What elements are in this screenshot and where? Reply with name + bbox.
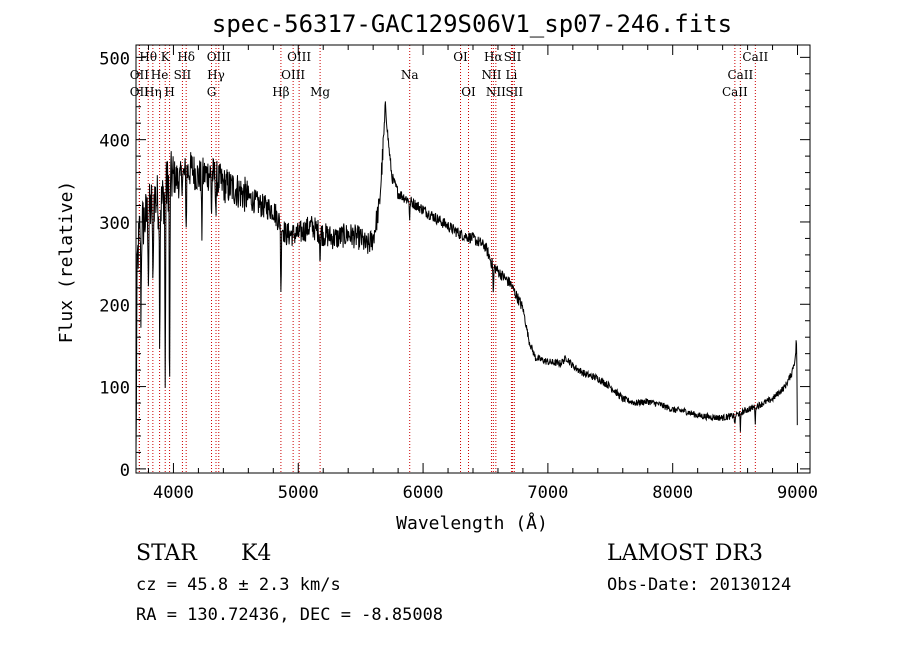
x-tick-label: 9000 [777,483,818,503]
spectral-line-label: SII [174,68,192,82]
x-tick-label: 6000 [403,483,444,503]
spectral-line-label: SII [505,85,523,99]
x-axis-ticks: 4000 5000 6000 7000 8000 9000 [147,45,818,503]
spectral-line-label: NII [481,68,501,82]
spectral-line-label: Hα [484,50,503,64]
object-class: STAR [136,541,198,566]
spectral-line-label: NII [486,85,506,99]
spectral-line-label: Mg [310,85,330,99]
chart-title: spec-56317-GAC129S06V1_sp07-246.fits [212,10,732,38]
spectral-line-label: SII [504,50,522,64]
y-tick-label: 100 [99,379,130,399]
y-axis-label: Flux (relative) [56,181,77,344]
spectral-line-label: G [207,85,217,99]
y-tick-label: 200 [99,296,130,316]
y-tick-label: 300 [99,214,130,234]
y-tick-label: 400 [99,132,130,152]
spectral-line-label: Hγ [207,68,225,82]
spectral-line-label: OI [453,50,468,64]
spectral-line-label: H [164,85,174,99]
spectral-line-label: OI [461,85,476,99]
spectral-line-label: Hη [144,85,162,99]
y-axis-ticks: 0 100 200 300 400 500 [99,49,810,481]
spectral-line-label: K [161,50,171,64]
spectral-line-label: OII [130,68,150,82]
coordinates: RA = 130.72436, DEC = -8.85008 [136,605,443,625]
spectral-line-label: CaII [727,68,753,82]
y-tick-label: 0 [120,461,130,481]
spectral-line-label: OIII [287,50,311,64]
observation-date: Obs-Date: 20130124 [607,575,791,595]
x-tick-label: 5000 [278,483,319,503]
spectral-line-label: CaII [742,50,768,64]
x-tick-label: 7000 [527,483,568,503]
x-tick-label: 8000 [652,483,693,503]
spectral-line-label: Hδ [177,50,195,64]
spectral-line-label: He [151,68,169,82]
y-tick-label: 500 [99,49,130,69]
spectral-line-label: Li [506,68,518,82]
spectral-line-label: Hβ [272,85,289,99]
spectral-line-label: OIII [281,68,305,82]
object-subclass: K4 [241,541,271,566]
survey-name: LAMOST DR3 [607,541,763,566]
spectral-line-label: Hθ [139,50,157,64]
spectral-line-label: OIII [207,50,231,64]
x-tick-label: 4000 [153,483,194,503]
spectral-line-label: OII [130,85,150,99]
spectrum-line [135,101,798,452]
spectral-line-label: Na [401,68,419,82]
redshift-velocity: cz = 45.8 ± 2.3 km/s [136,575,341,595]
spectral-line-label: CaII [722,85,748,99]
x-axis-label: Wavelength (Å) [396,512,548,534]
